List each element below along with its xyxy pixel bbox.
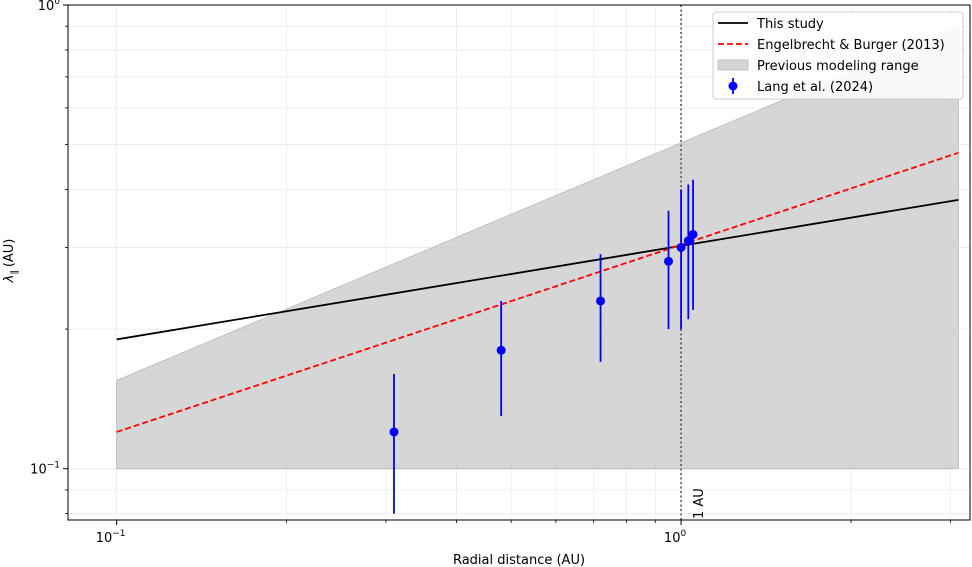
y-tick-label: 100 bbox=[38, 0, 61, 14]
data-point bbox=[676, 242, 686, 252]
x-tick-base: 10 bbox=[96, 531, 113, 546]
this-study-line bbox=[116, 198, 959, 341]
y-axis-subscript: ∥ bbox=[10, 270, 20, 275]
legend-box bbox=[712, 11, 964, 100]
data-point bbox=[688, 229, 698, 239]
data-point bbox=[664, 256, 674, 266]
plot-frame bbox=[67, 4, 971, 521]
y-axis-unit: (AU) bbox=[2, 239, 17, 268]
x-tick-label: 100 bbox=[664, 529, 687, 546]
legend-label: Engelbrecht & Burger (2013) bbox=[757, 38, 945, 53]
y-tick-base: 10 bbox=[38, 0, 55, 14]
y-tick-exponent: −1 bbox=[47, 461, 60, 471]
series-lines bbox=[116, 151, 959, 433]
x-tick-exponent: −1 bbox=[112, 529, 125, 539]
data-point bbox=[389, 427, 399, 437]
legend-swatch-marker bbox=[728, 81, 738, 91]
y-tick-exponent: 0 bbox=[54, 0, 60, 7]
y-axis-label: λ∥ (AU) bbox=[2, 239, 20, 284]
errorbar-series bbox=[389, 179, 698, 514]
axis-ticks bbox=[63, 4, 951, 525]
legend: This study Engelbrecht & Burger (2013) Pre… bbox=[712, 11, 964, 100]
legend-swatch-band bbox=[717, 59, 749, 71]
x-tick-exponent: 0 bbox=[680, 529, 686, 539]
engelbrecht-burger-line bbox=[116, 151, 959, 433]
modeling-range-band bbox=[116, 25, 959, 470]
y-axis-symbol: λ bbox=[2, 275, 17, 284]
x-axis-label: Radial distance (AU) bbox=[453, 553, 585, 567]
data-point bbox=[683, 236, 693, 246]
y-tick-base: 10 bbox=[30, 463, 47, 478]
legend-label: Lang et al. (2024) bbox=[757, 80, 873, 95]
x-tick-label: 10−1 bbox=[96, 529, 126, 546]
data-point bbox=[496, 345, 506, 355]
legend-label: This study bbox=[756, 17, 824, 32]
y-tick-label: 10−1 bbox=[30, 461, 60, 478]
data-point bbox=[596, 296, 606, 306]
one-au-label: 1 AU bbox=[692, 488, 707, 519]
band-area bbox=[116, 25, 959, 470]
legend-label: Previous modeling range bbox=[757, 59, 919, 74]
x-tick-base: 10 bbox=[664, 531, 681, 546]
